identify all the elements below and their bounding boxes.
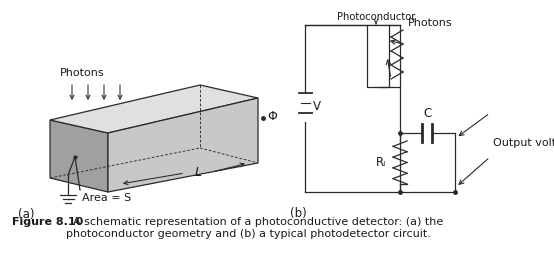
Text: Photons: Photons <box>60 68 104 78</box>
Text: Rₗ: Rₗ <box>376 156 386 168</box>
Bar <box>367 25 389 87</box>
Polygon shape <box>108 98 258 192</box>
Text: C: C <box>423 107 431 120</box>
Text: L: L <box>194 166 202 178</box>
Polygon shape <box>50 120 108 192</box>
Text: (b): (b) <box>290 207 307 220</box>
Text: Φ: Φ <box>267 110 277 123</box>
Text: A schematic representation of a photoconductive detector: (a) the
photoconductor: A schematic representation of a photocon… <box>66 217 443 239</box>
Text: Photons: Photons <box>408 18 453 28</box>
Text: Output voltage: Output voltage <box>493 138 554 148</box>
Polygon shape <box>50 85 258 133</box>
Text: Area = S: Area = S <box>82 193 131 203</box>
Text: Figure 8.10: Figure 8.10 <box>12 217 83 227</box>
Text: (a): (a) <box>18 208 34 221</box>
Text: V: V <box>313 100 321 113</box>
Text: Photoconductor: Photoconductor <box>337 12 415 22</box>
